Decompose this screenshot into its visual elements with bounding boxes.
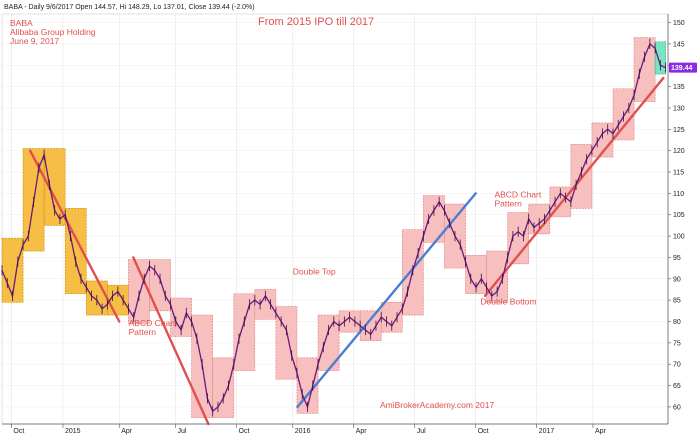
- info-date: June 9, 2017: [10, 36, 59, 46]
- x-tick-label: Apr: [595, 428, 607, 435]
- x-tick-label: Oct: [13, 428, 24, 435]
- text-layer: BABA - Daily 9/6/2017 Open 144.57, Hi 14…: [4, 4, 542, 410]
- chart-annotation: Double Bottom: [480, 296, 536, 306]
- y-tick-label: 95: [673, 255, 681, 262]
- y-tick-label: 80: [673, 319, 681, 326]
- chart-annotation: Pattern: [129, 327, 157, 337]
- trend-line: [132, 256, 210, 426]
- chart-annotation: ABCD Chart: [129, 318, 176, 328]
- chart-annotation: Pattern: [494, 199, 522, 209]
- pattern-box: [507, 212, 530, 265]
- trend-line: [296, 192, 477, 409]
- watermark: AmiBrokerAcademy.com 2017: [380, 400, 494, 410]
- y-tick-label: 75: [673, 340, 681, 347]
- y-tick-label: 120: [673, 148, 685, 155]
- x-tick-label: Apr: [356, 428, 368, 435]
- quote-header: BABA - Daily 9/6/2017 Open 144.57, Hi 14…: [4, 4, 255, 11]
- y-tick-label: 105: [673, 212, 685, 219]
- y-tick-label: 65: [673, 383, 681, 390]
- pattern-box: [633, 37, 656, 102]
- info-company: Alibaba Group Holding: [10, 27, 96, 37]
- x-tick-label: Jul: [178, 428, 187, 435]
- chart-annotation: ABCD Chart: [494, 190, 541, 200]
- y-tick-label: 60: [673, 404, 681, 411]
- y-tick-label: 150: [673, 20, 685, 27]
- price-series-layer: [1, 38, 667, 417]
- x-tick-label: Jul: [417, 428, 426, 435]
- y-tick-label: 125: [673, 127, 685, 134]
- y-tick-label: 90: [673, 276, 681, 283]
- chart-title: From 2015 IPO till 2017: [258, 16, 374, 28]
- current-price-label: 139.44: [671, 65, 693, 72]
- x-tick-label: Oct: [239, 428, 250, 435]
- axes-layer: Oct 2015 Apr Jul Oct 2016 Apr Jul Oct 2017 Apr 60 65…: [2, 14, 697, 435]
- trend-lines-layer: [28, 76, 665, 426]
- pattern-box: [654, 41, 666, 75]
- x-tick-label: 2015: [65, 428, 81, 435]
- trend-line: [483, 76, 665, 298]
- x-tick-label: 2016: [295, 428, 311, 435]
- y-tick-label: 70: [673, 362, 681, 369]
- y-tick-label: 145: [673, 41, 685, 48]
- chart-annotation: Double Top: [293, 267, 336, 277]
- current-price-marker: [669, 62, 697, 73]
- x-tick-label: Apr: [121, 428, 133, 435]
- info-symbol: BABA: [10, 18, 33, 28]
- y-tick-label: 135: [673, 84, 685, 91]
- x-tick-label: 2017: [539, 428, 555, 435]
- y-tick-label: 130: [673, 105, 685, 112]
- y-tick-label: 100: [673, 234, 685, 241]
- trend-line: [28, 149, 121, 323]
- x-tick-label: Oct: [478, 428, 489, 435]
- y-tick-label: 115: [673, 170, 684, 177]
- pattern-box: [233, 293, 256, 371]
- pattern-box: [254, 289, 277, 320]
- y-tick-label: 110: [673, 191, 684, 198]
- y-tick-label: 85: [673, 298, 681, 305]
